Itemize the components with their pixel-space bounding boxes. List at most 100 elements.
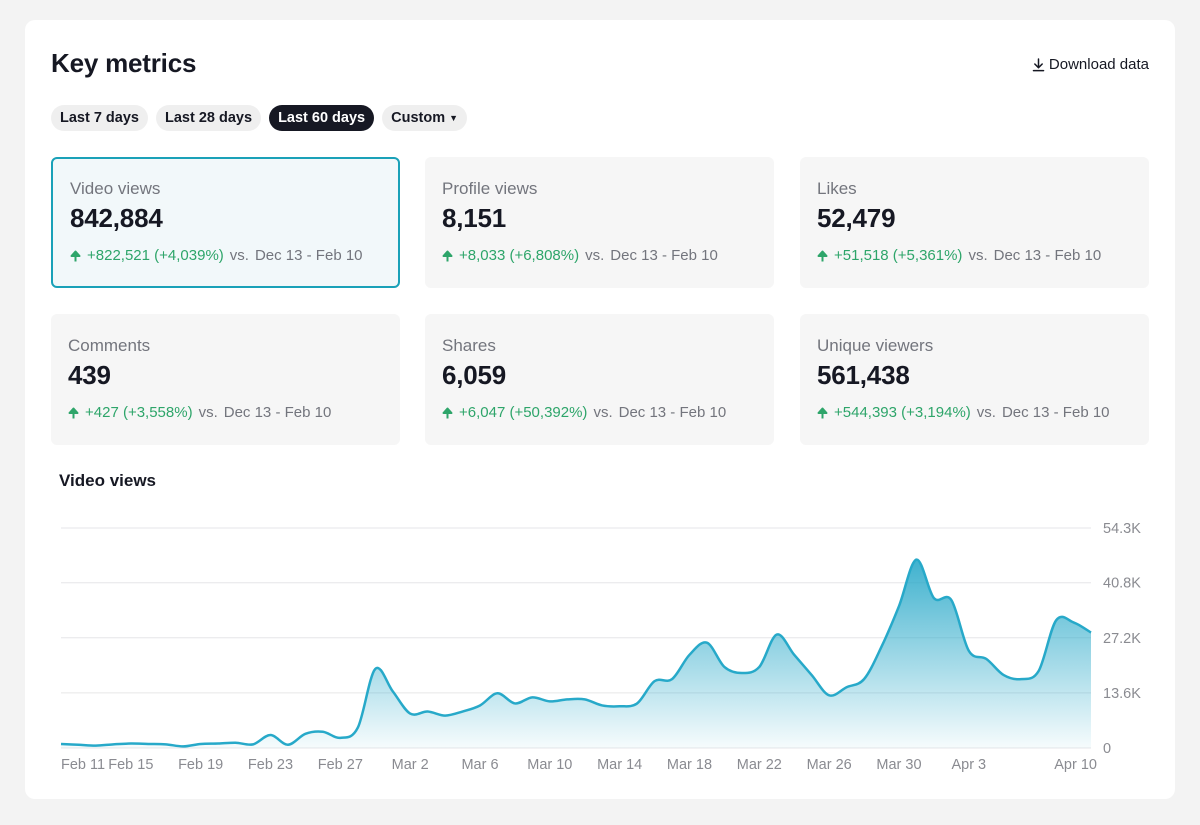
data-point[interactable] (895, 602, 903, 610)
y-tick-label: 54.3K (1103, 521, 1141, 537)
metric-delta: +6,047 (+50,392%) vs. Dec 13 - Feb 10 (442, 404, 757, 421)
metric-change: +51,518 (+5,361%) (834, 247, 963, 264)
metric-vs: vs. (198, 404, 218, 421)
metric-value: 8,151 (442, 203, 507, 233)
data-point[interactable] (912, 556, 920, 564)
data-point[interactable] (1087, 629, 1095, 637)
data-point[interactable] (755, 663, 763, 671)
data-point[interactable] (424, 708, 432, 716)
data-point[interactable] (843, 683, 851, 691)
metric-label: Comments (68, 336, 151, 355)
data-point[interactable] (563, 695, 571, 703)
metric-card-video-views[interactable]: Video views 842,884 +822,521 (+4,039%) v… (51, 157, 400, 288)
filter-custom-dropdown[interactable]: Custom ▼ (382, 105, 468, 131)
data-point[interactable] (703, 639, 711, 647)
data-point[interactable] (720, 663, 728, 671)
data-point[interactable] (598, 701, 606, 709)
data-point[interactable] (406, 710, 414, 718)
metric-delta: +822,521 (+4,039%) vs. Dec 13 - Feb 10 (70, 247, 381, 264)
metric-vs: vs. (976, 404, 996, 421)
data-point[interactable] (389, 687, 397, 695)
data-point[interactable] (651, 677, 659, 685)
metric-change: +8,033 (+6,808%) (459, 247, 580, 264)
data-point[interactable] (459, 708, 467, 716)
x-tick-label: Apr 10 (1054, 757, 1097, 773)
data-point[interactable] (1052, 616, 1060, 624)
data-point[interactable] (109, 740, 117, 748)
metric-delta: +8,033 (+6,808%) vs. Dec 13 - Feb 10 (442, 247, 757, 264)
data-point[interactable] (1000, 671, 1008, 679)
data-point[interactable] (249, 740, 257, 748)
y-tick-label: 13.6K (1103, 686, 1141, 702)
data-point[interactable] (581, 695, 589, 703)
arrow-up-icon (68, 407, 79, 419)
filter-label: Custom (391, 110, 446, 126)
data-point[interactable] (1035, 667, 1043, 675)
metric-card-likes[interactable]: Likes 52,479 +51,518 (+5,361%) vs. Dec 1… (800, 157, 1149, 288)
filter-label: Last 7 days (60, 110, 139, 126)
data-point[interactable] (476, 701, 484, 709)
metric-value: 439 (68, 360, 111, 390)
data-point[interactable] (354, 724, 362, 732)
download-data-button[interactable]: Download data (1032, 56, 1149, 73)
data-point[interactable] (633, 699, 641, 707)
filter-last-60-days[interactable]: Last 60 days (269, 105, 375, 131)
data-point[interactable] (319, 728, 327, 736)
metric-compare-range: Dec 13 - Feb 10 (254, 247, 363, 264)
data-point[interactable] (441, 712, 449, 720)
data-point[interactable] (57, 740, 65, 748)
metric-card-profile-views[interactable]: Profile views 8,151 +8,033 (+6,808%) vs.… (425, 157, 774, 288)
data-point[interactable] (982, 655, 990, 663)
data-point[interactable] (1070, 618, 1078, 626)
video-views-chart: 54.3K 40.8K 27.2K 13.6K 0 Feb 11 Feb 15 Feb 19… (57, 521, 1141, 773)
data-point[interactable] (930, 594, 938, 602)
metric-value: 842,884 (70, 203, 163, 233)
filter-last-28-days[interactable]: Last 28 days (156, 105, 262, 131)
x-tick-label: Mar 2 (392, 757, 429, 773)
filter-label: Last 60 days (278, 110, 366, 126)
x-tick-label: Feb 27 (318, 757, 363, 773)
data-point[interactable] (162, 740, 170, 748)
data-point[interactable] (232, 739, 240, 747)
metric-card-comments[interactable]: Comments 439 +427 (+3,558%) vs. Dec 13 -… (51, 314, 400, 445)
data-point[interactable] (947, 596, 955, 604)
data-point[interactable] (336, 734, 344, 742)
data-point[interactable] (616, 702, 624, 710)
data-point[interactable] (197, 740, 205, 748)
data-point[interactable] (301, 730, 309, 738)
data-point[interactable] (371, 665, 379, 673)
data-point[interactable] (127, 740, 135, 748)
data-point[interactable] (546, 697, 554, 705)
data-point[interactable] (179, 742, 187, 750)
data-point[interactable] (214, 740, 222, 748)
data-point[interactable] (493, 689, 501, 697)
download-icon (1032, 57, 1045, 72)
data-point[interactable] (668, 675, 676, 683)
metric-card-unique-viewers[interactable]: Unique viewers 561,438 +544,393 (+3,194%… (800, 314, 1149, 445)
data-point[interactable] (92, 742, 100, 750)
data-point[interactable] (860, 675, 868, 683)
data-point[interactable] (878, 643, 886, 651)
data-point[interactable] (528, 693, 536, 701)
data-point[interactable] (808, 671, 816, 679)
data-point[interactable] (74, 741, 82, 749)
data-point[interactable] (511, 699, 519, 707)
data-point[interactable] (790, 651, 798, 659)
date-range-filters: Last 7 days Last 28 days Last 60 days Cu… (51, 105, 468, 131)
y-tick-label: 27.2K (1103, 631, 1141, 647)
data-point[interactable] (1017, 675, 1025, 683)
x-tick-label: Mar 18 (667, 757, 712, 773)
caret-down-icon: ▼ (449, 113, 459, 123)
data-point[interactable] (144, 740, 152, 748)
data-point[interactable] (284, 741, 292, 749)
data-point[interactable] (685, 651, 693, 659)
data-point[interactable] (266, 731, 274, 739)
data-point[interactable] (825, 691, 833, 699)
data-point[interactable] (773, 631, 781, 639)
data-point[interactable] (738, 669, 746, 677)
data-point[interactable] (965, 647, 973, 655)
filter-last-7-days[interactable]: Last 7 days (51, 105, 148, 131)
x-tick-label: Mar 14 (597, 757, 642, 773)
x-tick-label: Feb 19 (178, 757, 223, 773)
metric-card-shares[interactable]: Shares 6,059 +6,047 (+50,392%) vs. Dec 1… (425, 314, 774, 445)
